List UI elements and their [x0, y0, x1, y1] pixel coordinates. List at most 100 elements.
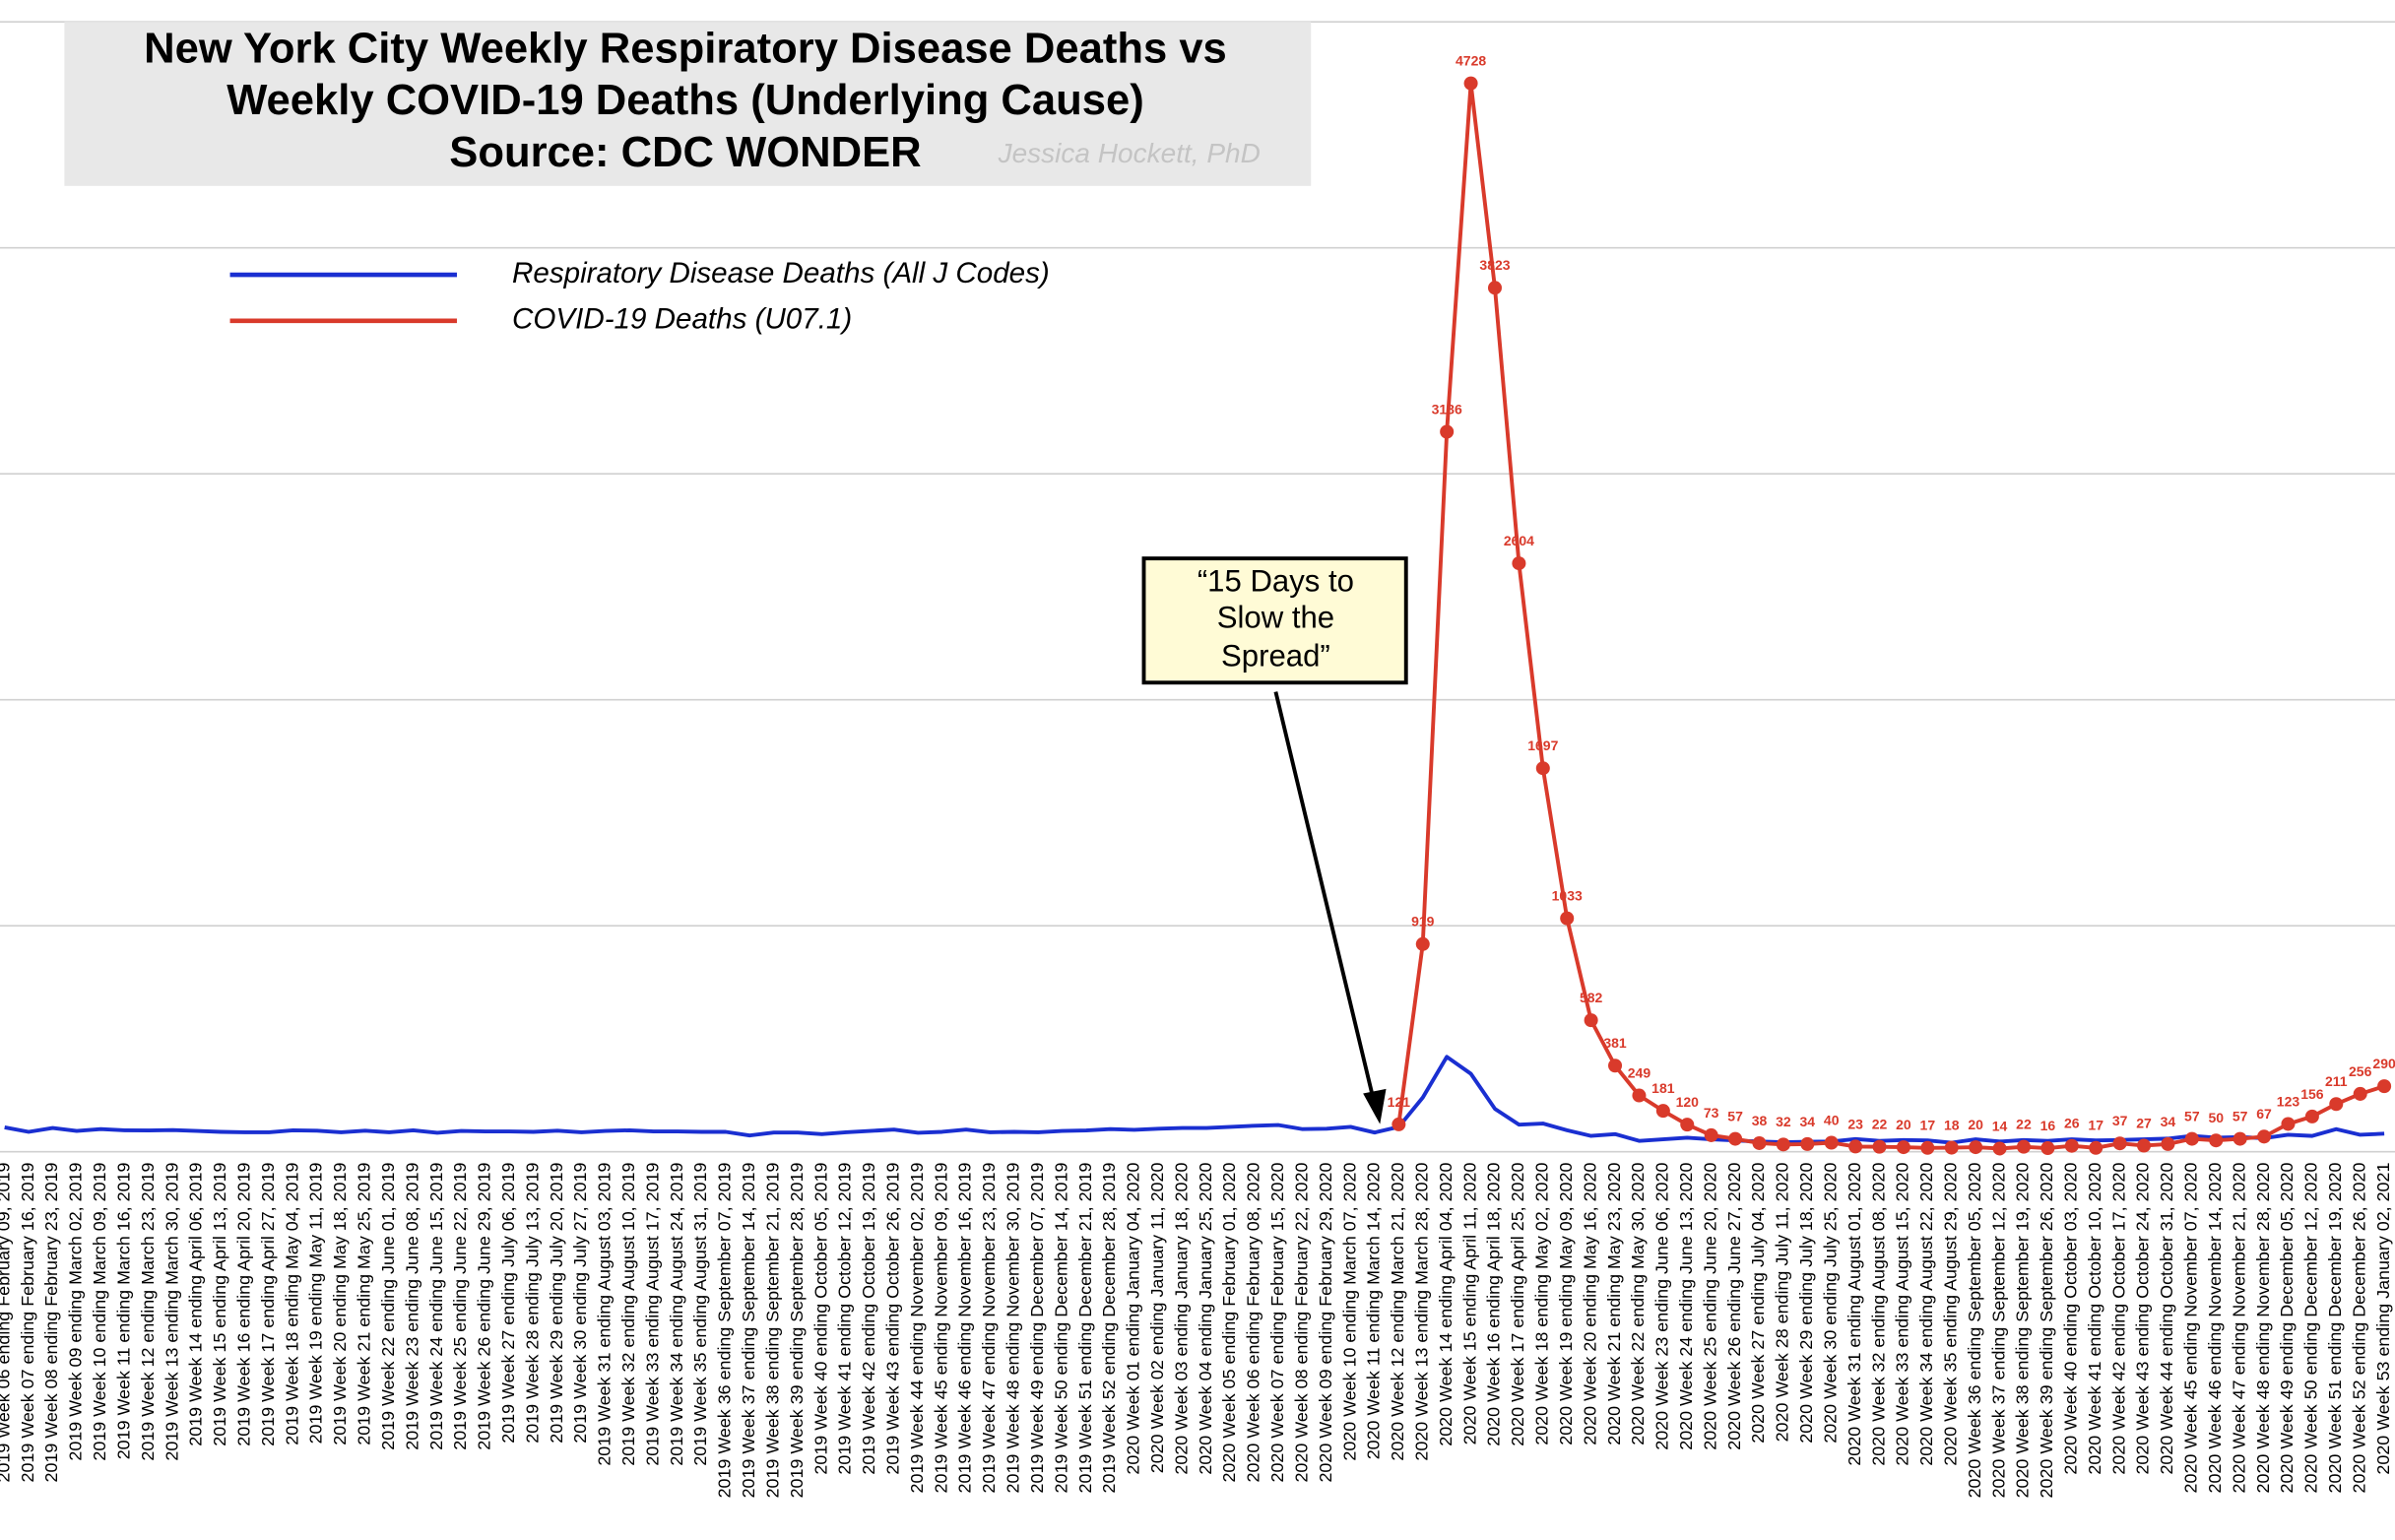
x-tick-label: 2020 Week 14 ending April 04, 2020 — [1436, 1163, 1456, 1446]
title-box — [64, 22, 1312, 186]
data-point — [1487, 281, 1502, 295]
x-tick-label: 2019 Week 41 ending October 12, 2019 — [835, 1163, 855, 1475]
data-label: 27 — [2136, 1115, 2152, 1130]
x-tick-label: 2020 Week 53 ending January 02, 2021 — [2373, 1163, 2393, 1475]
x-tick-label: 2019 Week 33 ending August 17, 2019 — [642, 1163, 662, 1466]
x-tick-label: 2019 Week 39 ending September 28, 2019 — [787, 1163, 807, 1499]
chart-subtitle: Source: CDC WONDER — [449, 129, 921, 176]
x-tick-label: 2020 Week 23 ending June 06, 2020 — [1652, 1163, 1672, 1450]
data-point — [2184, 1131, 2199, 1146]
x-tick-label: 2019 Week 43 ending October 26, 2019 — [883, 1163, 903, 1475]
x-tick-label: 2019 Week 51 ending December 21, 2019 — [1075, 1163, 1095, 1494]
data-label: 123 — [2277, 1093, 2300, 1109]
chart-title: New York City Weekly Respiratory Disease… — [144, 25, 1227, 72]
data-label: 26 — [2064, 1116, 2080, 1131]
x-tick-label: 2019 Week 46 ending November 16, 2019 — [955, 1163, 975, 1494]
x-tick-label: 2019 Week 08 ending February 23, 2019 — [41, 1163, 61, 1483]
data-point — [1848, 1139, 1863, 1154]
legend-label: Respiratory Disease Deaths (All J Codes) — [512, 257, 1050, 289]
x-tick-label: 2019 Week 19 ending May 11, 2019 — [306, 1163, 326, 1444]
x-tick-label: 2020 Week 39 ending September 26, 2020 — [2037, 1163, 2056, 1499]
data-point — [1584, 1013, 1598, 1028]
author: Jessica Hockett, PhD — [998, 138, 1261, 168]
data-label: 381 — [1603, 1035, 1627, 1051]
data-label: 23 — [1847, 1116, 1863, 1131]
data-point — [2161, 1136, 2175, 1151]
annotation-box — [1141, 556, 1408, 685]
x-tick-label: 2020 Week 19 ending May 09, 2020 — [1556, 1163, 1576, 1445]
x-tick-label: 2019 Week 32 ending August 10, 2019 — [618, 1163, 638, 1466]
x-tick-label: 2020 Week 32 ending August 08, 2020 — [1868, 1163, 1888, 1466]
x-tick-label: 2019 Week 20 ending May 18, 2019 — [330, 1163, 350, 1445]
x-tick-label: 2019 Week 06 ending February 09, 2019 — [0, 1163, 13, 1483]
annotation-text: Spread” — [1221, 639, 1330, 674]
data-label: 17 — [2088, 1118, 2104, 1133]
x-tick-label: 2019 Week 36 ending September 07, 2019 — [715, 1163, 735, 1499]
x-tick-label: 2020 Week 40 ending October 03, 2020 — [2061, 1163, 2081, 1475]
x-tick-label: 2020 Week 29 ending July 18, 2020 — [1796, 1163, 1816, 1444]
x-tick-label: 2020 Week 46 ending November 14, 2020 — [2205, 1163, 2225, 1494]
x-tick-label: 2020 Week 07 ending February 15, 2020 — [1267, 1163, 1287, 1483]
x-tick-label: 2019 Week 13 ending March 30, 2019 — [162, 1163, 181, 1461]
data-label: 57 — [1727, 1109, 1743, 1124]
x-tick-label: 2019 Week 34 ending August 24, 2019 — [667, 1163, 686, 1466]
data-point — [1560, 911, 1575, 926]
data-point — [1608, 1059, 1623, 1073]
data-label: 50 — [2208, 1110, 2224, 1125]
x-tick-label: 2020 Week 04 ending January 25, 2020 — [1196, 1163, 1215, 1475]
x-tick-label: 2019 Week 40 ending October 05, 2019 — [810, 1163, 830, 1475]
data-label: 17 — [1920, 1118, 1936, 1133]
data-point — [1392, 1117, 1406, 1131]
x-tick-label: 2020 Week 24 ending June 13, 2020 — [1676, 1163, 1696, 1450]
x-tick-label: 2020 Week 20 ending May 16, 2020 — [1580, 1163, 1599, 1445]
x-tick-label: 2019 Week 23 ending June 08, 2019 — [402, 1163, 421, 1450]
data-point — [1463, 76, 1478, 91]
x-tick-label: 2020 Week 11 ending March 14, 2020 — [1364, 1163, 1384, 1460]
data-label: 4728 — [1456, 53, 1486, 69]
x-tick-label: 2019 Week 52 ending December 28, 2019 — [1099, 1163, 1119, 1494]
data-label: 211 — [2325, 1073, 2348, 1089]
x-tick-label: 2020 Week 25 ending June 20, 2020 — [1700, 1163, 1719, 1450]
x-tick-label: 2020 Week 06 ending February 08, 2020 — [1244, 1163, 1263, 1483]
x-tick-label: 2019 Week 17 ending April 27, 2019 — [258, 1163, 278, 1446]
data-label: 14 — [1992, 1118, 2008, 1133]
x-tick-label: 2020 Week 31 ending August 01, 2020 — [1845, 1163, 1864, 1466]
x-tick-label: 2019 Week 25 ending June 22, 2019 — [450, 1163, 470, 1450]
data-point — [1872, 1139, 1887, 1154]
x-tick-label: 2019 Week 29 ending July 20, 2019 — [547, 1163, 566, 1444]
x-tick-label: 2020 Week 41 ending October 10, 2020 — [2085, 1163, 2104, 1475]
data-label: 18 — [1944, 1117, 1960, 1132]
x-tick-label: 2020 Week 30 ending July 25, 2020 — [1820, 1163, 1840, 1444]
x-tick-label: 2020 Week 50 ending December 12, 2020 — [2301, 1163, 2321, 1494]
x-tick-label: 2019 Week 42 ending October 19, 2019 — [859, 1163, 878, 1475]
series-line — [1396, 81, 2385, 1151]
data-label: 1697 — [1527, 738, 1558, 753]
x-tick-label: 2019 Week 21 ending May 25, 2019 — [355, 1163, 374, 1445]
x-tick-label: 2019 Week 47 ending November 23, 2019 — [979, 1163, 999, 1494]
x-tick-label: 2020 Week 42 ending October 17, 2020 — [2108, 1163, 2128, 1475]
data-point — [1535, 761, 1550, 776]
data-label: 40 — [1824, 1112, 1840, 1127]
data-label: 20 — [1896, 1117, 1911, 1132]
annotation-text: “15 Days to — [1198, 563, 1354, 598]
data-point — [1752, 1135, 1767, 1150]
x-tick-label: 2020 Week 47 ending November 21, 2020 — [2229, 1163, 2248, 1494]
x-tick-label: 2019 Week 44 ending November 02, 2019 — [907, 1163, 927, 1494]
x-tick-label: 2020 Week 35 ending August 29, 2020 — [1940, 1163, 1960, 1466]
x-tick-label: 2020 Week 09 ending February 29, 2020 — [1316, 1163, 1335, 1483]
data-point — [1512, 556, 1526, 571]
x-tick-label: 2020 Week 48 ending November 28, 2020 — [2253, 1163, 2273, 1494]
data-label: 256 — [2349, 1063, 2372, 1079]
data-point — [2137, 1138, 2152, 1153]
x-tick-label: 2020 Week 10 ending March 07, 2020 — [1339, 1163, 1359, 1461]
data-point — [1992, 1141, 2007, 1156]
x-tick-label: 2020 Week 03 ending January 18, 2020 — [1171, 1163, 1191, 1475]
data-label: 34 — [2161, 1114, 2176, 1129]
x-tick-label: 2020 Week 15 ending April 11, 2020 — [1459, 1163, 1479, 1445]
x-tick-label: 2019 Week 49 ending December 07, 2019 — [1027, 1163, 1047, 1494]
data-label: 120 — [1676, 1094, 1700, 1110]
x-tick-label: 2019 Week 27 ending July 06, 2019 — [498, 1163, 518, 1444]
data-label: 22 — [2016, 1117, 2032, 1132]
x-tick-label: 2020 Week 36 ending September 05, 2020 — [1965, 1163, 1984, 1499]
x-tick-label: 2020 Week 21 ending May 23, 2020 — [1604, 1163, 1624, 1445]
